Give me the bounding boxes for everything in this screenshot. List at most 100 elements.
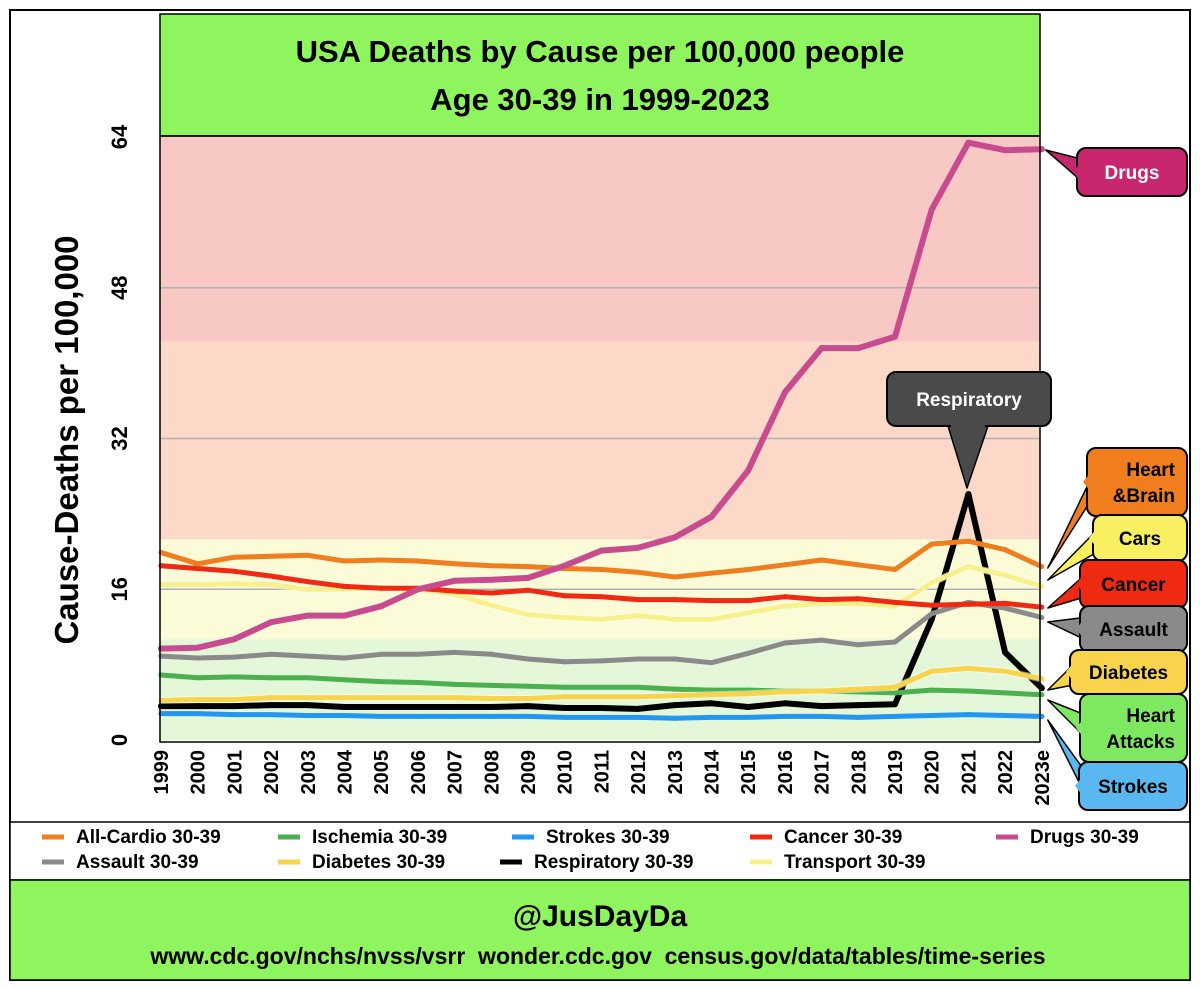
point-all-cardio-2014 [709, 570, 714, 576]
point-ischemia-2004 [342, 677, 347, 683]
callout-cars-text-0: Cars [1119, 529, 1161, 550]
x-tick-labels: 1999 2000 2001 2002 2003 2004 2005 2006 2007 2008… [151, 749, 1054, 805]
point-diabetes-2006 [415, 695, 421, 701]
point-diabetes-2016 [782, 689, 788, 695]
point-ischemia-2013 [672, 686, 678, 692]
point-diabetes-2004 [342, 695, 347, 701]
point-drugs-2010 [561, 562, 568, 569]
point-assault-2003 [305, 653, 311, 659]
point-ischemia-2002 [268, 675, 274, 681]
x-tick-2015: 2015 [738, 750, 760, 795]
chart-title-line-1: USA Deaths by Cause per 100,000 people [296, 34, 905, 69]
point-all-cardio-2016 [782, 562, 788, 568]
point-drugs-2009 [525, 574, 531, 581]
point-drugs-2006 [414, 586, 421, 593]
point-ischemia-2006 [415, 680, 421, 686]
point-drugs-2013 [671, 534, 678, 541]
point-assault-2022 [1002, 605, 1008, 611]
point-strokes-2022 [1002, 713, 1008, 719]
point-transport-2009 [525, 612, 531, 618]
callout-assault-text-0: Assault [1099, 620, 1168, 641]
point-transport-2018 [855, 600, 861, 606]
point-assault-2005 [378, 651, 384, 657]
point-drugs-2016 [781, 389, 788, 396]
point-respiratory-2019 [892, 701, 898, 708]
point-respiratory-2007 [451, 704, 458, 711]
point-cancer-2019 [892, 599, 898, 605]
point-assault-2002 [268, 651, 274, 657]
point-strokes-2019 [892, 713, 898, 719]
point-cancer-2017 [819, 597, 825, 603]
x-tick-2001: 2001 [224, 750, 246, 795]
point-assault-2019 [892, 639, 898, 645]
point-all-cardio-2008 [488, 563, 494, 569]
point-ischemia-2019 [892, 690, 898, 696]
point-cancer-2010 [562, 593, 568, 599]
point-all-cardio-2019 [892, 566, 898, 572]
point-respiratory-2006 [414, 704, 421, 711]
point-transport-2012 [635, 613, 641, 619]
point-drugs-2005 [378, 603, 385, 610]
x-tick-2012: 2012 [628, 750, 650, 795]
point-transport-2014 [709, 616, 714, 622]
point-drugs-1999 [158, 645, 164, 652]
legend-label-strokes: Strokes 30-39 [546, 827, 670, 848]
point-diabetes-2000 [195, 696, 201, 702]
point-cancer-2016 [782, 594, 788, 600]
point-transport-2000 [195, 582, 201, 588]
series-strokes [158, 711, 1045, 721]
point-all-cardio-2009 [525, 564, 531, 570]
point-strokes-2010 [562, 714, 568, 720]
callout-drugs-text-0: Drugs [1105, 163, 1160, 184]
point-cancer-2015 [745, 598, 751, 604]
point-strokes-2016 [782, 713, 788, 719]
point-all-cardio-2002 [268, 553, 274, 559]
series-lines [157, 139, 1046, 721]
point-assault-2017 [819, 637, 825, 643]
legend-label-ischemia: Ischemia 30-39 [312, 827, 447, 848]
callout-diabetes: Diabetes [1047, 649, 1188, 695]
chart-title-line-2: Age 30-39 in 1999-2023 [430, 82, 770, 117]
point-cancer-2000 [195, 566, 201, 572]
point-drugs-2011 [598, 547, 605, 554]
point-all-cardio-2013 [672, 574, 678, 580]
point-respiratory-2018 [855, 702, 862, 709]
point-all-cardio-2020 [929, 541, 935, 547]
point-cancer-2012 [635, 597, 641, 603]
point-diabetes-2008 [488, 696, 494, 702]
legend-item-cancer: Cancer 30-39 [750, 827, 902, 848]
point-assault-2010 [562, 659, 568, 665]
point-respiratory-2012 [635, 705, 642, 712]
point-drugs-2000 [194, 644, 201, 651]
point-diabetes-2002 [268, 695, 274, 701]
point-drugs-2003 [304, 612, 311, 619]
footer-box [9, 879, 1191, 981]
legend-item-diabetes: Diabetes 30-39 [278, 852, 445, 873]
point-ischemia-2007 [452, 681, 458, 687]
callout-strokes: Strokes [1047, 719, 1188, 811]
point-all-cardio-2018 [855, 562, 861, 568]
point-assault-2011 [598, 658, 604, 664]
point-cancer-2022 [1002, 600, 1008, 606]
point-cancer-2007 [452, 588, 458, 594]
legend-item-strokes: Strokes 30-39 [512, 827, 670, 848]
point-cancer-2013 [672, 597, 678, 603]
point-ischemia-2005 [378, 679, 384, 685]
point-diabetes-2009 [525, 696, 531, 702]
point-respiratory-2013 [671, 702, 678, 709]
x-tick-2007: 2007 [445, 750, 467, 795]
point-drugs-2004 [341, 612, 348, 619]
point-drugs-2008 [488, 576, 495, 583]
legend-label-respiratory: Respiratory 30-39 [534, 852, 693, 873]
point-transport-2001 [231, 581, 237, 587]
point-ischemia-2022 [1002, 690, 1008, 696]
point-diabetes-2018 [855, 686, 861, 692]
point-drugs-2021 [965, 139, 972, 146]
point-strokes-2000 [195, 711, 201, 717]
x-tick-2017: 2017 [812, 750, 834, 795]
legend-item-all-cardio: All-Cardio 30-39 [42, 827, 221, 848]
point-assault-2014 [709, 660, 714, 666]
point-transport-2003 [305, 586, 311, 592]
callout-heart-brain-text-1: &Brain [1113, 486, 1175, 507]
point-respiratory-2003 [304, 702, 311, 709]
